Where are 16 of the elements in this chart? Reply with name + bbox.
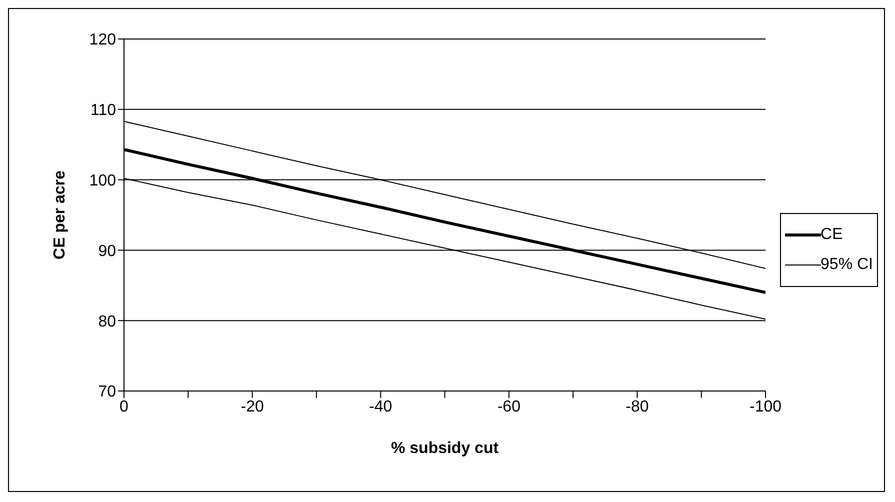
y-axis-title: CE per acre bbox=[52, 170, 69, 260]
x-tick-label: 0 bbox=[120, 398, 129, 416]
legend-label: 95% CI bbox=[820, 256, 873, 274]
y-tick-label: 90 bbox=[98, 242, 116, 260]
x-tick-label: -80 bbox=[626, 398, 649, 416]
y-tick-label: 110 bbox=[90, 102, 116, 120]
y-tick-label: 120 bbox=[89, 32, 116, 49]
legend-label: CE bbox=[820, 226, 843, 244]
x-tick-label: -40 bbox=[369, 398, 392, 416]
y-tick-label: 70 bbox=[98, 384, 116, 401]
x-tick-label: -20 bbox=[240, 398, 264, 416]
x-tick-label: -100 bbox=[750, 398, 782, 416]
y-tick-label: 100 bbox=[89, 172, 116, 190]
x-tick-label: -60 bbox=[497, 398, 521, 416]
y-tick-label: 80 bbox=[98, 313, 116, 330]
x-axis-title: % subsidy cut bbox=[390, 440, 500, 457]
